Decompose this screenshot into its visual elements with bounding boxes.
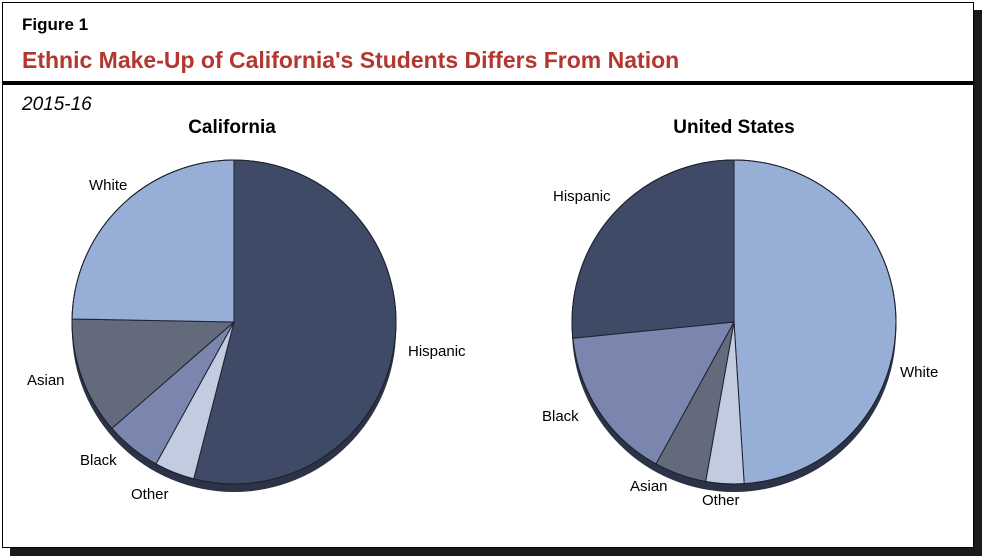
figure-title: Ethnic Make-Up of California's Students … xyxy=(22,47,680,73)
slice-label-united-states-white: White xyxy=(900,364,938,381)
pie-slice-united-states-white xyxy=(733,159,897,485)
pie-chart-california: California Hispanic Other Black Asian White xyxy=(27,117,466,503)
pie-outline-california xyxy=(71,159,397,485)
chart-title-united-states: United States xyxy=(673,117,794,138)
slice-label-california-hispanic: Hispanic xyxy=(408,343,466,360)
slice-label-united-states-black: Black xyxy=(542,408,579,425)
slice-label-california-asian: Asian xyxy=(27,372,65,389)
slice-label-united-states-asian: Asian xyxy=(630,478,668,495)
chart-title-california: California xyxy=(188,117,276,138)
slice-label-california-white: White xyxy=(89,177,127,194)
pie-chart-united-states: United States White Other Asian Black Hispan… xyxy=(542,117,938,509)
pie-slice-united-states-hispanic xyxy=(571,159,735,339)
figure-subtitle: 2015-16 xyxy=(22,94,92,115)
title-divider xyxy=(3,81,973,85)
slice-label-california-black: Black xyxy=(80,452,117,469)
slice-label-united-states-hispanic: Hispanic xyxy=(553,188,611,205)
slice-label-california-other: Other xyxy=(131,486,169,503)
slice-label-united-states-other: Other xyxy=(702,492,740,509)
pie-outline-united-states xyxy=(571,159,897,485)
figure-label: Figure 1 xyxy=(22,15,89,34)
